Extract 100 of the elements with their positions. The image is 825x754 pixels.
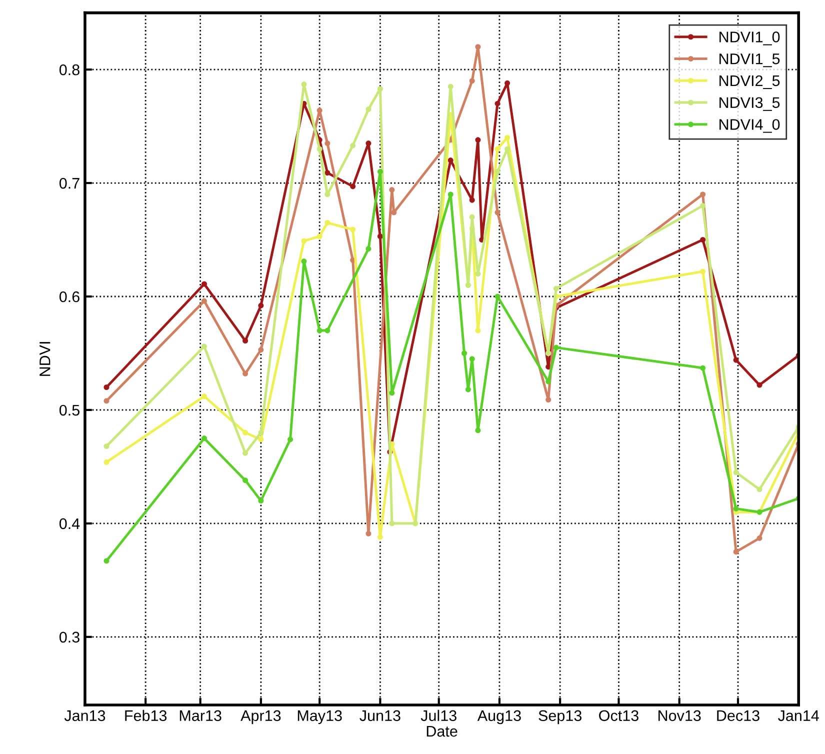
point xyxy=(301,238,307,244)
point xyxy=(377,234,383,240)
y-tick-label: 0.4 xyxy=(59,518,80,530)
point xyxy=(324,328,330,334)
point xyxy=(258,347,264,353)
point xyxy=(494,100,500,106)
legend-label: NDVI1_0 xyxy=(720,32,780,46)
point xyxy=(324,140,330,146)
point xyxy=(350,184,356,190)
point xyxy=(475,271,481,277)
y-tick-label: 0.5 xyxy=(59,404,80,416)
point xyxy=(389,520,395,526)
x-tick-label: Nov13 xyxy=(658,710,701,722)
y-tick-label: 0.3 xyxy=(59,632,80,643)
point xyxy=(104,384,110,390)
point xyxy=(469,214,475,220)
point xyxy=(350,142,356,148)
point xyxy=(756,535,762,541)
point xyxy=(465,386,471,392)
point xyxy=(756,382,762,388)
x-tick-label: Dec13 xyxy=(717,710,760,722)
point xyxy=(733,357,739,363)
x-tick-label: Aug13 xyxy=(477,710,521,724)
point xyxy=(104,558,110,564)
point xyxy=(475,328,481,334)
x-tick-label: Mar13 xyxy=(180,710,222,722)
point xyxy=(461,350,468,356)
point xyxy=(700,236,706,243)
point xyxy=(366,246,372,252)
point xyxy=(475,137,481,143)
point xyxy=(242,450,248,456)
point xyxy=(366,530,372,536)
point xyxy=(504,134,510,140)
point xyxy=(316,234,322,240)
legend-label: NDVI4_0 xyxy=(720,119,780,133)
point xyxy=(494,210,500,216)
point xyxy=(700,202,706,208)
point xyxy=(316,146,322,152)
point xyxy=(242,370,248,376)
point xyxy=(377,168,383,174)
point xyxy=(553,286,559,292)
point xyxy=(377,86,383,92)
y-tick-label: 0.8 xyxy=(59,64,80,76)
point xyxy=(258,430,264,436)
y-axis-title: NDVI xyxy=(40,342,50,376)
point xyxy=(756,486,762,492)
point xyxy=(366,106,372,112)
point xyxy=(469,356,475,362)
point xyxy=(475,44,481,50)
point xyxy=(546,396,552,403)
point xyxy=(469,78,475,84)
point xyxy=(553,344,559,350)
point xyxy=(104,398,110,404)
point xyxy=(258,302,264,308)
point xyxy=(104,444,110,450)
point xyxy=(201,436,208,442)
point xyxy=(494,294,500,300)
x-axis-title: Date xyxy=(426,726,458,737)
point xyxy=(258,498,264,504)
point xyxy=(391,210,397,216)
point xyxy=(377,534,383,540)
point xyxy=(448,84,454,90)
point xyxy=(733,549,739,555)
point xyxy=(201,281,208,287)
point xyxy=(700,268,706,274)
point xyxy=(324,220,330,226)
x-tick-label: Sep13 xyxy=(538,710,582,724)
legend-label: NDVI2_5 xyxy=(720,75,780,90)
y-tick-label: 0.6 xyxy=(59,291,80,302)
point xyxy=(316,328,322,334)
point xyxy=(242,478,248,484)
point xyxy=(242,430,248,436)
x-tick-label: Jun13 xyxy=(360,710,400,722)
point xyxy=(389,187,395,193)
point xyxy=(201,344,208,350)
point xyxy=(494,146,500,152)
point xyxy=(201,394,208,400)
x-tick-label: Jan13 xyxy=(64,710,106,722)
point xyxy=(324,170,330,176)
point xyxy=(469,197,475,203)
x-tick-label: Jan14 xyxy=(778,710,819,722)
point xyxy=(389,390,395,396)
point xyxy=(301,258,307,264)
point xyxy=(242,338,248,344)
point xyxy=(258,436,264,442)
point xyxy=(494,168,500,174)
point xyxy=(324,192,330,198)
point xyxy=(475,428,481,434)
point xyxy=(350,226,356,232)
legend-label: NDVI3_5 xyxy=(720,97,780,111)
point xyxy=(733,470,739,476)
point xyxy=(104,459,110,465)
x-tick-label: Jul13 xyxy=(420,710,456,722)
legend-label: NDVI1_5 xyxy=(720,54,780,68)
point xyxy=(448,192,454,198)
point xyxy=(700,365,706,371)
point xyxy=(700,192,706,198)
x-tick-label: May13 xyxy=(298,710,342,724)
x-tick-label: Feb13 xyxy=(125,710,167,722)
point xyxy=(733,506,739,512)
